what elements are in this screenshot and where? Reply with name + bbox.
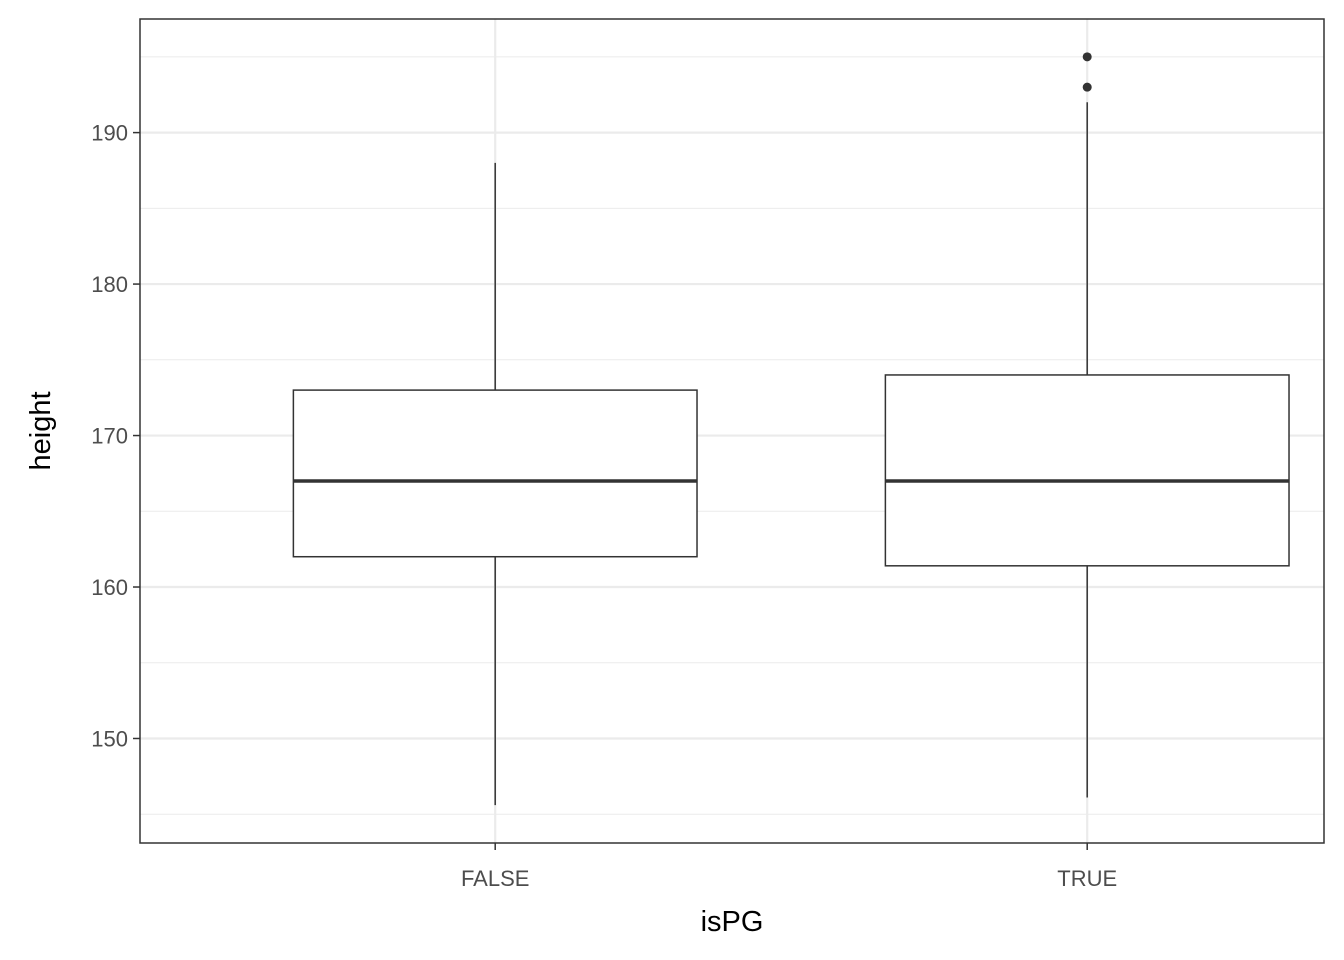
x-axis-ticks: FALSE TRUE [461,843,1117,891]
y-axis-title: height [25,391,57,470]
x-axis-title: isPG [701,906,764,938]
y-tick-label: 180 [91,272,128,297]
y-tick-label: 160 [91,575,128,600]
y-tick-label: 170 [91,424,128,449]
outlier-point [1082,82,1092,92]
y-tick-label: 190 [91,121,128,146]
box-false [292,162,698,806]
outlier-point [1082,52,1092,62]
x-tick-label: TRUE [1057,866,1117,891]
boxes [292,52,1290,806]
y-axis-ticks: 150 160 170 180 190 [91,121,140,751]
box-iqr [884,374,1290,567]
box-iqr [292,389,698,558]
x-tick-label: FALSE [461,866,529,891]
box-true [884,52,1290,798]
y-tick-label: 150 [91,726,128,751]
panel-border [139,18,1325,844]
